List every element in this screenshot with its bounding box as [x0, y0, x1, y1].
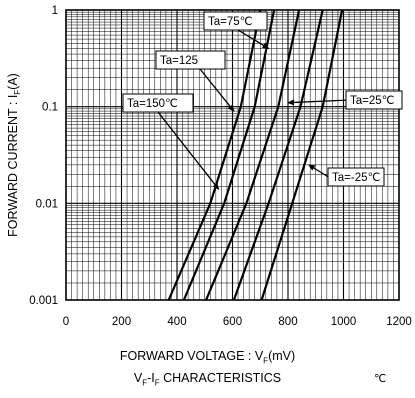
x-tick-label: 0	[63, 316, 69, 328]
annotation-label: Ta=75℃	[208, 16, 253, 28]
subtitle-i-sub: F	[154, 378, 160, 388]
subtitle-i: -I	[147, 371, 155, 385]
x-tick-label: 1200	[386, 316, 412, 328]
annotation-arrow	[307, 164, 331, 179]
corner-degree-mark: ℃	[374, 373, 387, 385]
chart-subtitle: VF-IF CHARACTERISTICS	[0, 371, 415, 388]
grid	[66, 9, 399, 300]
annotation-box	[203, 11, 268, 31]
y-axis-title-main: FORWARD CURRENT : I	[6, 95, 20, 237]
annotation-arrow	[157, 111, 220, 190]
annotation-label: Ta=150℃	[127, 98, 178, 110]
annotations: Ta=75℃ Ta=125 Ta=150℃ Ta=25℃ Ta=-25℃	[122, 11, 403, 190]
x-tick-label: 800	[278, 316, 297, 328]
x-tick-label: 600	[223, 316, 242, 328]
annotation-arrow	[199, 68, 235, 112]
annotation-label: Ta=125	[160, 55, 198, 67]
curves	[167, 9, 344, 301]
series-line-ta25	[232, 9, 324, 301]
x-tick-label: 1000	[331, 316, 357, 328]
y-tick-label: 1	[52, 5, 58, 17]
subtitle-rest: CHARACTERISTICS	[159, 371, 282, 385]
series-line-ta75	[205, 9, 301, 301]
annotation-box	[345, 90, 403, 110]
y-axis-title-unit: (A)	[6, 73, 20, 90]
y-tick-label: 0.01	[36, 198, 58, 210]
y-axis-title-sub: F	[13, 90, 22, 95]
subtitle-v: V	[133, 371, 143, 385]
annotation-box	[155, 50, 226, 70]
x-axis-title-unit: (mV)	[268, 349, 296, 363]
annotation-box	[122, 93, 194, 113]
series-line-ta150	[167, 9, 262, 301]
plot-frame	[65, 9, 400, 301]
x-tick-label: 200	[112, 316, 131, 328]
x-axis-title-sub: F	[263, 356, 269, 366]
x-axis-title-main: FORWARD VOLTAGE : V	[119, 349, 264, 363]
annotation-label: Ta=25℃	[350, 95, 395, 107]
y-axis-title: FORWARD CURRENT : IF(A)	[6, 73, 22, 237]
annotation-box	[327, 167, 385, 187]
annotation-arrow	[287, 99, 351, 106]
y-tick-label: 0.001	[29, 295, 58, 307]
y-tick-label: 0.1	[42, 102, 58, 114]
x-tick-labels: 0 200 400 600 800 1000 1200	[63, 316, 412, 328]
y-tick-labels: 0.001 0.01 0.1 1	[29, 5, 58, 307]
series-line-ta125	[182, 9, 276, 301]
x-tick-label: 400	[167, 316, 186, 328]
subtitle-v-sub: F	[142, 378, 148, 388]
annotation-label: Ta=-25℃	[332, 172, 380, 184]
annotation-arrow	[237, 29, 270, 50]
series-line-ta25	[260, 9, 344, 301]
x-axis-title: FORWARD VOLTAGE : VF(mV)	[0, 349, 415, 366]
